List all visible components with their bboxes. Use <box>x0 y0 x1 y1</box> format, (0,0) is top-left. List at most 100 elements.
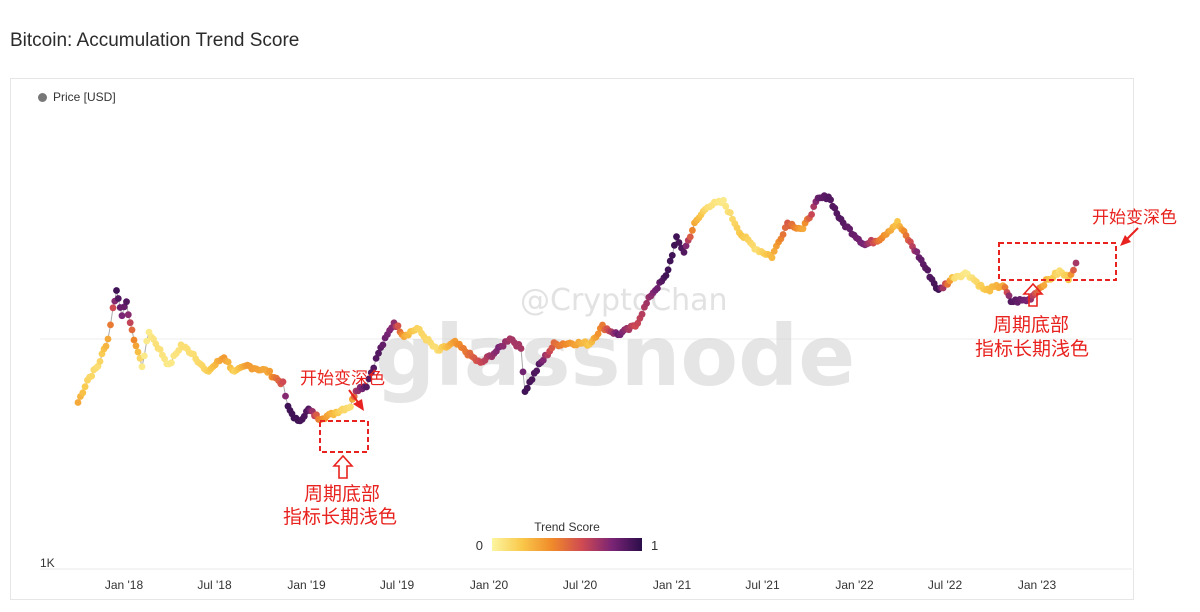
price-point <box>120 303 128 311</box>
x-tick-label: Jul '18 <box>197 578 232 592</box>
price-point <box>138 363 146 371</box>
price-point <box>831 204 839 212</box>
legend[interactable]: Price [USD] <box>38 90 116 104</box>
x-tick-label: Jul '19 <box>380 578 415 592</box>
legend-dot-icon <box>38 92 47 102</box>
price-point <box>224 358 232 366</box>
price-dots <box>74 192 1080 425</box>
price-point <box>668 252 676 259</box>
price-point <box>682 242 690 250</box>
annotation-bottom-line1: 周期底部 <box>304 483 380 505</box>
price-point <box>666 257 674 265</box>
price-point <box>1005 292 1013 300</box>
price-point <box>1072 259 1080 267</box>
price-point <box>123 298 130 306</box>
arrow-head-icon <box>1120 235 1131 246</box>
price-point <box>664 266 672 274</box>
price-point <box>722 202 730 210</box>
annotation-group-2019: 开始变深色 周期底部 指标长期浅色 <box>283 369 397 528</box>
colorbar-title: Trend Score <box>534 520 600 534</box>
up-arrow-icon <box>332 454 354 479</box>
price-point <box>130 336 138 344</box>
price-point <box>107 321 114 329</box>
price-point <box>279 378 287 386</box>
price-point <box>79 389 87 397</box>
x-tick-label: Jan '23 <box>1018 578 1057 592</box>
price-point <box>282 392 289 400</box>
annotation-start-dark: 开始变深色 <box>1092 208 1177 228</box>
price-point <box>126 319 134 327</box>
price-point <box>74 399 82 406</box>
price-point <box>372 355 380 362</box>
price-point <box>523 384 531 392</box>
price-point <box>638 310 646 318</box>
price-point <box>104 335 112 343</box>
price-point <box>128 326 136 334</box>
watermark-weibo: @CryptoChan <box>520 283 728 318</box>
price-point <box>118 312 126 320</box>
price-point <box>726 209 734 217</box>
price-point <box>132 342 140 350</box>
price-point <box>375 349 382 357</box>
price-point <box>1070 266 1077 274</box>
annotation-start-dark: 开始变深色 <box>300 369 385 389</box>
price-point <box>643 299 650 307</box>
price-point <box>686 233 694 241</box>
x-tick-label: Jan '19 <box>287 578 326 592</box>
highlight-box <box>998 242 1117 281</box>
watermark-brand: glassnode <box>375 307 855 405</box>
x-tick-label: Jan '18 <box>105 578 144 592</box>
price-point <box>913 248 921 256</box>
up-arrow-icon <box>1022 282 1044 307</box>
price-point <box>266 367 274 375</box>
price-point <box>517 345 525 352</box>
price-point <box>779 231 787 238</box>
price-point <box>109 304 117 312</box>
price-point <box>533 367 541 375</box>
annotation-arrow <box>1125 227 1139 241</box>
price-point <box>924 266 932 274</box>
price-point <box>124 311 132 319</box>
price-point <box>363 383 370 391</box>
chart-frame <box>10 78 1134 600</box>
price-point <box>808 211 815 218</box>
x-tick-label: Jan '22 <box>835 578 874 592</box>
price-point <box>720 196 727 204</box>
price-point <box>88 372 96 380</box>
price-point <box>768 254 776 262</box>
price-point <box>134 348 142 356</box>
price-point <box>519 368 527 376</box>
annotation-bottom-line2: 指标长期浅色 <box>975 338 1089 360</box>
price-point <box>365 375 373 383</box>
price-point <box>143 337 151 345</box>
page-title: Bitcoin: Accumulation Trend Score <box>10 30 300 51</box>
annotation-bottom-line2: 指标长期浅色 <box>283 506 397 528</box>
annotation-group-2022: 开始变深色 周期底部 指标长期浅色 <box>975 208 1177 360</box>
price-point <box>827 196 834 204</box>
price-point <box>1040 282 1048 289</box>
price-point <box>394 322 402 330</box>
x-tick-label: Jan '20 <box>470 578 509 592</box>
legend-label: Price [USD] <box>53 90 116 104</box>
price-point <box>770 247 778 255</box>
price-point <box>114 295 122 302</box>
price-point <box>156 346 164 353</box>
x-tick-labels: Jan '18 Jul '18 Jan '19 Jul '19 Jan '20 Jul '… <box>105 578 1057 592</box>
colorbar-max-label: 1 <box>651 538 658 553</box>
price-point <box>846 225 854 233</box>
x-tick-label: Jul '20 <box>563 578 598 592</box>
price-point <box>140 352 148 360</box>
colorbar: Trend Score 0 1 <box>476 520 658 553</box>
price-point <box>548 344 556 352</box>
price-point <box>680 248 688 256</box>
price-point <box>113 287 120 294</box>
price-point <box>675 239 683 246</box>
price-point <box>168 359 175 367</box>
highlight-box <box>319 420 369 453</box>
price-point <box>81 383 89 391</box>
price-point <box>370 364 378 372</box>
price-point <box>594 330 602 338</box>
price-point <box>528 376 536 383</box>
x-tick-label: Jan '21 <box>653 578 692 592</box>
